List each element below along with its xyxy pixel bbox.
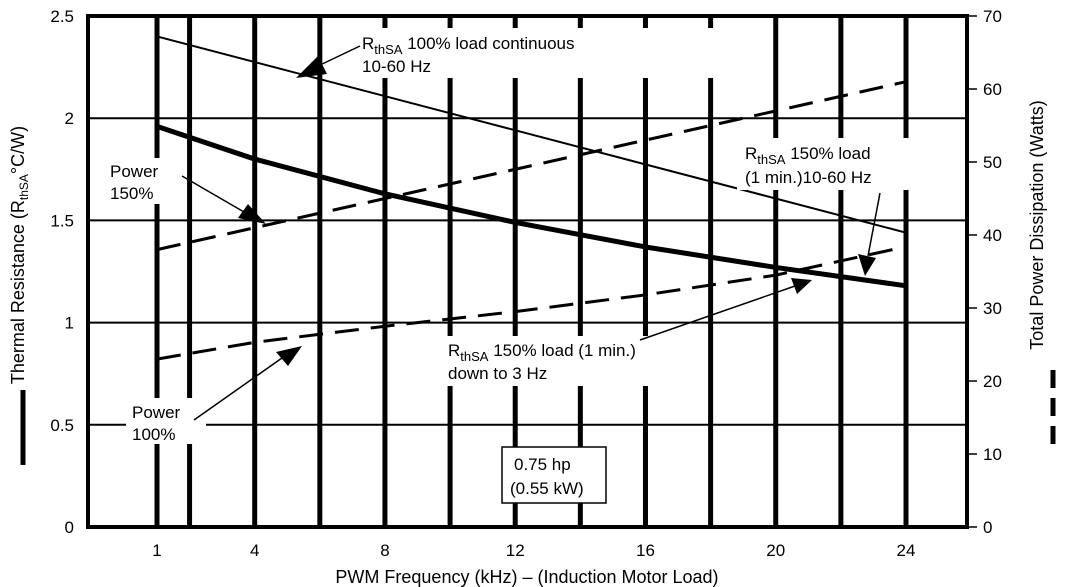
y-right-tick-label: 30 bbox=[983, 299, 1002, 318]
annotation-rthsa-150-line1: RthSA 150% load bbox=[745, 144, 871, 167]
y-right-tick-label: 40 bbox=[983, 226, 1002, 245]
annotation-rthsa-150-down-line2: down to 3 Hz bbox=[448, 364, 547, 383]
annotation-rthsa-150-arrowhead bbox=[858, 254, 876, 276]
x-tick-label: 24 bbox=[897, 541, 916, 560]
annotation-power-100-arrow-shaft bbox=[193, 357, 283, 421]
annotation-power-150-line1: Power bbox=[110, 162, 159, 181]
y-left-tick-label: 1.5 bbox=[50, 211, 74, 230]
annotation-power-150-bg bbox=[104, 158, 182, 204]
annotation-rthsa-100-arrowhead bbox=[296, 56, 327, 78]
annotation-rthsa-100-line1: RthSA 100% load continuous bbox=[362, 34, 575, 57]
tick-labels: 1 4 8 12 16 20 24 0 0.5 1 1.5 2 2.5 0 10 20 30 40 50 60 70 bbox=[50, 7, 1002, 560]
annotation-rthsa-150-down-arrow-shaft bbox=[639, 285, 796, 341]
y-axis-right-title: Total Power Dissipation (Watts) bbox=[1027, 100, 1047, 349]
annotation-rthsa-150-down: RthSA 150% load (1 min.) down to 3 Hz bbox=[440, 278, 812, 386]
series-line-1 bbox=[156, 35, 907, 234]
y-left-tick-label: 1 bbox=[65, 314, 74, 333]
annotation-rthsa-150-down-bg bbox=[440, 336, 702, 386]
annotation-power-150: Power 150% bbox=[104, 158, 266, 224]
annotation-power-100-line1: Power bbox=[132, 403, 181, 422]
series-line-4 bbox=[156, 245, 907, 361]
y-right-tick-label: 0 bbox=[983, 518, 992, 537]
x-tick-label: 1 bbox=[152, 541, 161, 560]
annotation-rthsa-100-bg bbox=[350, 28, 730, 78]
annotation-rthsa-150-down-arrowhead bbox=[791, 278, 812, 294]
y-right-tick-label: 50 bbox=[983, 153, 1002, 172]
series-line-3 bbox=[156, 80, 907, 252]
annotation-rthsa-150-down-line1: RthSA 150% load (1 min.) bbox=[448, 341, 636, 364]
annotation-rthsa-150-arrow-shaft bbox=[867, 192, 881, 257]
y-left-tick-label: 2.5 bbox=[50, 7, 74, 26]
rating-box-line1: 0.75 hp bbox=[514, 455, 571, 474]
rating-box: 0.75 hp (0.55 kW) bbox=[501, 446, 607, 504]
rating-box-line2: (0.55 kW) bbox=[510, 479, 584, 498]
x-axis-title: PWM Frequency (kHz) – (Induction Motor L… bbox=[335, 567, 718, 587]
y-right-tick-label: 70 bbox=[983, 7, 1002, 26]
x-tick-label: 20 bbox=[766, 541, 785, 560]
y-left-tick-label: 2 bbox=[65, 109, 74, 128]
annotation-rthsa-150: RthSA 150% load (1 min.)10-60 Hz bbox=[737, 138, 949, 276]
x-tick-label: 12 bbox=[506, 541, 525, 560]
rating-box-frame bbox=[501, 446, 607, 504]
annotation-rthsa-150-line2: (1 min.)10-60 Hz bbox=[745, 168, 872, 187]
y-right-tick-label: 60 bbox=[983, 80, 1002, 99]
annotation-power-100-line2: 100% bbox=[132, 425, 175, 444]
y-left-tick-label: 0.5 bbox=[50, 416, 74, 435]
annotation-rthsa-100: RthSA 100% load continuous 10-60 Hz bbox=[296, 28, 730, 78]
x-tick-label: 4 bbox=[250, 541, 259, 560]
y-left-tick-label: 0 bbox=[65, 518, 74, 537]
annotation-rthsa-100-line2: 10-60 Hz bbox=[362, 57, 431, 76]
annotation-power-150-arrow-shaft bbox=[181, 175, 245, 213]
annotation-power-100-arrowhead bbox=[276, 346, 302, 366]
plot-frame bbox=[86, 14, 969, 529]
y-right-tick-label: 20 bbox=[983, 372, 1002, 391]
series-group bbox=[156, 35, 907, 361]
annotation-power-100-bg bbox=[126, 398, 206, 444]
grid bbox=[88, 16, 967, 527]
x-tick-label: 16 bbox=[636, 541, 655, 560]
annotation-power-100: Power 100% bbox=[126, 346, 302, 444]
annotation-rthsa-150-bg bbox=[737, 138, 949, 190]
series-line-2 bbox=[156, 124, 907, 289]
annotation-power-150-line2: 150% bbox=[110, 184, 153, 203]
annotation-rthsa-100-arrow-shaft bbox=[317, 45, 361, 67]
y-axis-left-title: Thermal Resistance (RthSA°C/W) bbox=[8, 126, 31, 384]
annotation-power-150-arrowhead bbox=[238, 204, 266, 224]
x-tick-label: 8 bbox=[380, 541, 389, 560]
y-right-tick-label: 10 bbox=[983, 445, 1002, 464]
